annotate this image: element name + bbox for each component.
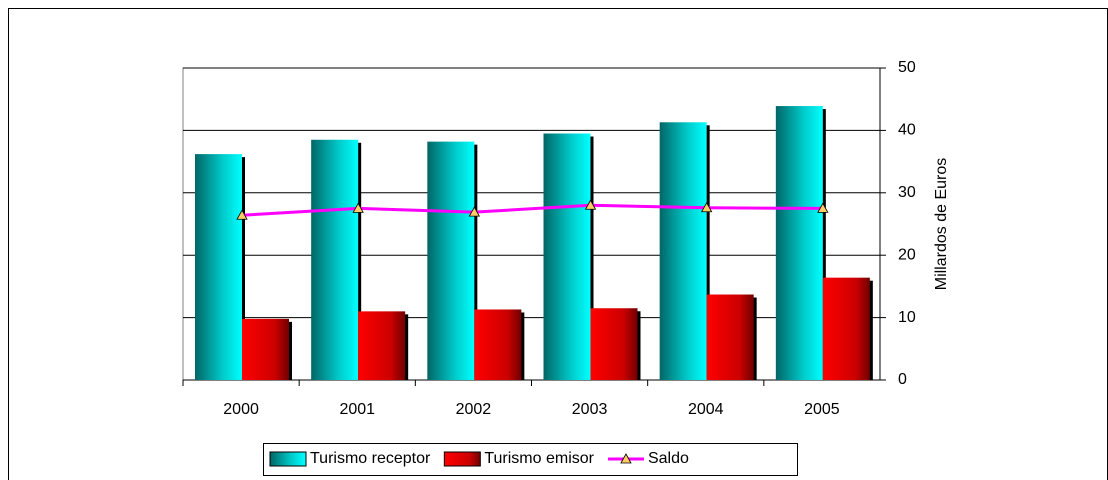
- bar: [543, 133, 591, 380]
- legend-label: Saldo: [648, 450, 689, 467]
- bar: [195, 154, 242, 380]
- marker: [352, 202, 364, 213]
- bar: [242, 318, 289, 380]
- bar: [659, 122, 707, 381]
- y-axis-label: Millardos de Euros: [933, 158, 950, 291]
- y-tick-label: 20: [898, 246, 916, 263]
- bar: [822, 277, 870, 380]
- x-tick-label: 2000: [223, 401, 259, 418]
- x-tick-label: 2002: [456, 401, 492, 418]
- legend-swatch: [443, 451, 481, 467]
- bar: [474, 309, 522, 380]
- bar: [706, 294, 754, 380]
- legend-swatch: [620, 453, 632, 464]
- bar: [590, 308, 638, 380]
- x-tick-label: 2005: [804, 401, 840, 418]
- marker: [817, 202, 829, 213]
- y-tick-label: 10: [898, 309, 916, 326]
- y-tick-label: 30: [898, 184, 916, 201]
- legend-label: Turismo emisor: [484, 450, 594, 467]
- marker: [584, 199, 597, 210]
- line: [241, 203, 823, 217]
- legend-label: Turismo receptor: [310, 450, 431, 467]
- marker: [468, 206, 481, 217]
- x-tick-label: 2003: [572, 401, 608, 418]
- marker: [236, 209, 248, 220]
- y-tick-label: 0: [898, 371, 907, 388]
- x-tick-label: 2001: [339, 401, 375, 418]
- bar: [311, 139, 359, 380]
- legend: [263, 443, 798, 476]
- bar: [427, 141, 475, 380]
- y-tick-label: 50: [898, 59, 916, 76]
- bar: [775, 106, 823, 381]
- legend-swatch: [269, 451, 307, 467]
- y-tick-label: 40: [898, 122, 916, 139]
- x-tick-label: 2004: [688, 401, 724, 418]
- bar: [358, 311, 406, 380]
- marker: [700, 201, 713, 213]
